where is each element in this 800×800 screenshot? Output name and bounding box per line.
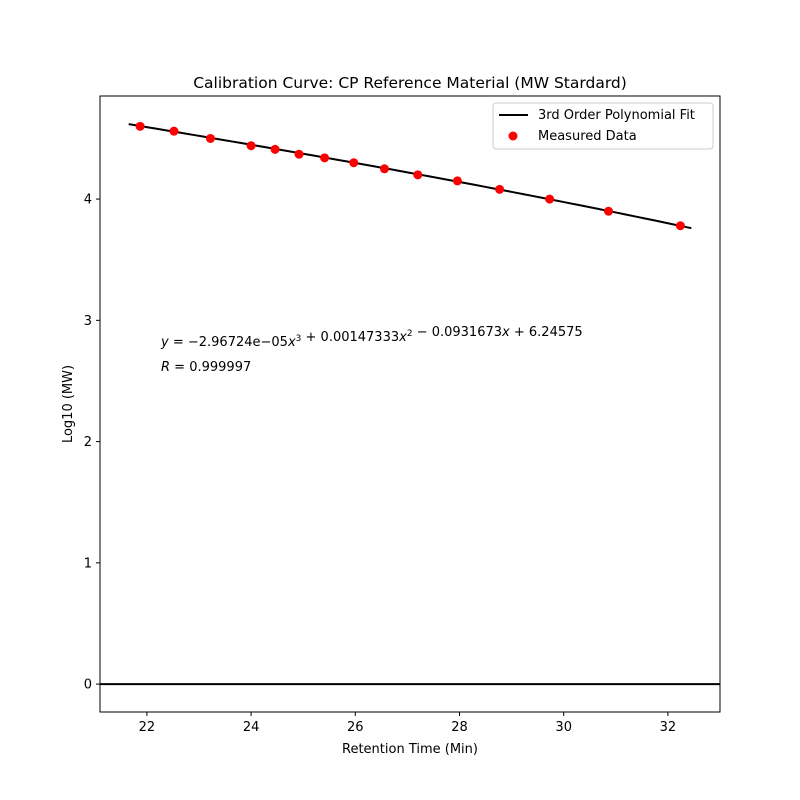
legend-point-swatch: [508, 131, 518, 141]
equation-term: x: [287, 335, 296, 350]
y-tick-label: 4: [84, 193, 92, 208]
measured-data-point: [452, 176, 462, 186]
equation-exponent: 2: [407, 329, 413, 339]
legend: 3rd Order Polynomial Fit Measured Data: [492, 102, 714, 150]
measured-data-points: [135, 121, 685, 231]
axes-frame: [99, 95, 721, 713]
x-tick-label: 26: [347, 720, 364, 735]
y-tick-label: 2: [84, 435, 92, 450]
legend-box: [492, 102, 714, 150]
y-tick-label: 3: [84, 314, 92, 329]
equation-term: − 0.0931673: [413, 325, 502, 340]
equation-term: x: [398, 330, 407, 345]
x-tick-label: 22: [139, 720, 156, 735]
x-tick-label: 24: [243, 720, 260, 735]
measured-data-point: [495, 184, 505, 194]
x-axis-label: Retention Time (Min): [342, 742, 478, 757]
measured-data-point: [349, 158, 359, 168]
measured-data-point: [294, 149, 304, 159]
legend-fit-label: 3rd Order Polynomial Fit: [538, 108, 695, 123]
equation-lhs: y: [160, 335, 169, 350]
x-axis-ticks: 22 24 26 28 30 32: [139, 712, 677, 735]
equation-term: = −2.96724e−05: [169, 335, 288, 350]
measured-data-point: [379, 164, 389, 174]
measured-data-point: [604, 206, 614, 216]
chart-title: Calibration Curve: CP Reference Material…: [193, 74, 627, 92]
r-value-annotation: R = 0.999997: [161, 360, 251, 375]
equation-term: x: [501, 325, 510, 340]
measured-data-point: [270, 144, 280, 154]
x-tick-label: 32: [660, 720, 677, 735]
y-axis-ticks: 0 1 2 3 4: [84, 193, 100, 693]
x-tick-label: 28: [451, 720, 468, 735]
measured-data-point: [675, 221, 685, 231]
measured-data-point: [135, 121, 145, 131]
y-tick-label: 0: [84, 678, 92, 693]
measured-data-point: [320, 153, 330, 163]
y-axis-label: Log10 (MW): [61, 365, 76, 443]
polynomial-fit-group: [128, 123, 692, 230]
measured-data-point: [246, 141, 256, 151]
equation-exponent: 3: [296, 334, 302, 344]
measured-data-point: [169, 126, 179, 136]
measured-data-point: [545, 194, 555, 204]
legend-point-label: Measured Data: [538, 129, 637, 144]
fit-equation: y = −2.96724e−05x3 + 0.00147333x2 − 0.09…: [160, 325, 583, 350]
measured-data-point: [205, 133, 215, 143]
x-tick-label: 30: [555, 720, 572, 735]
r-value: = 0.999997: [170, 360, 251, 375]
equation-rhs: = −2.96724e−05x3 + 0.00147333x2 − 0.0931…: [169, 325, 583, 350]
equation-term: + 0.00147333: [301, 330, 399, 345]
r-label: R: [161, 360, 170, 375]
measured-data-point: [413, 170, 423, 180]
polynomial-fit-line: [128, 123, 692, 230]
y-tick-label: 1: [84, 556, 92, 571]
equation-term: + 6.24575: [510, 325, 583, 340]
